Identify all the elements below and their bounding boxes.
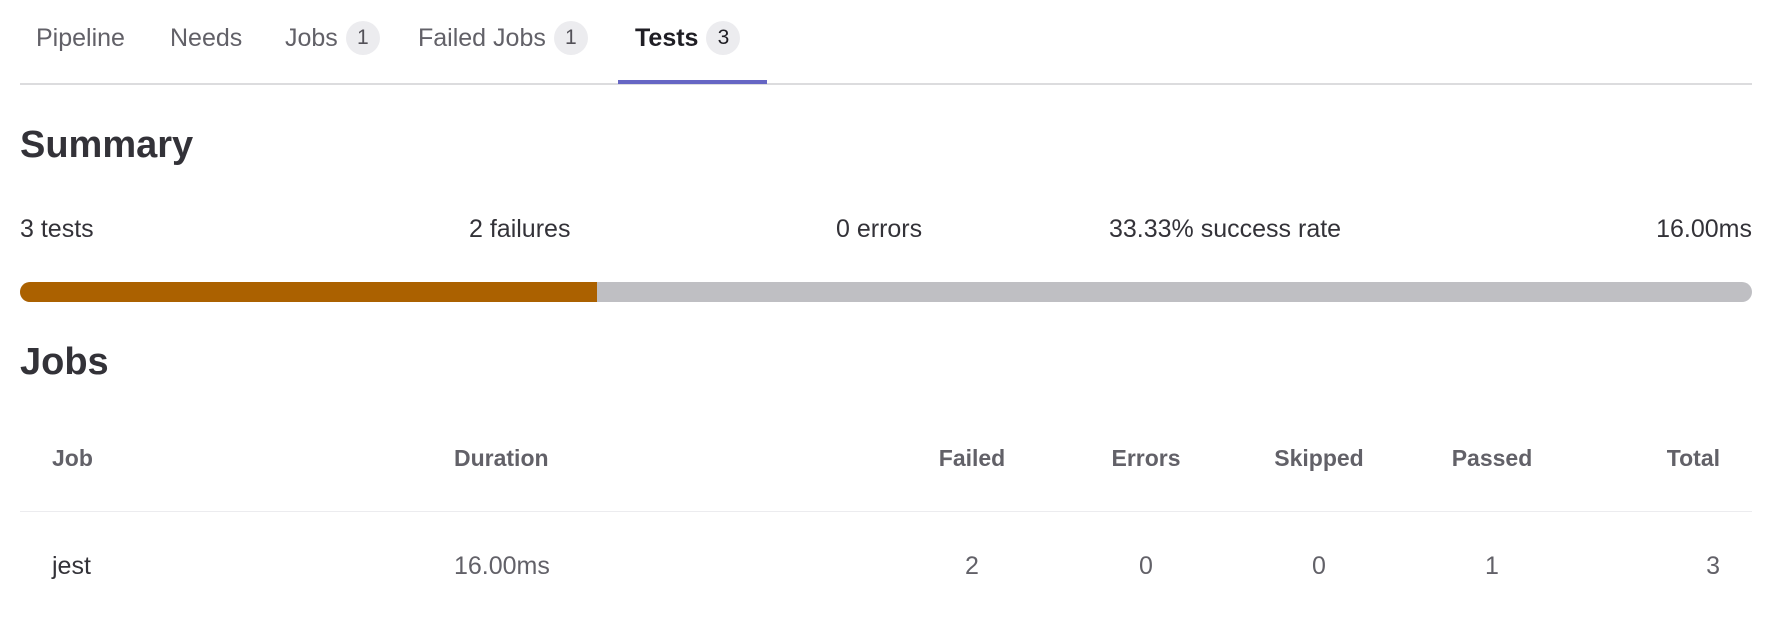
column-header-failed: Failed	[938, 445, 1006, 471]
tab-label: Tests	[635, 23, 699, 52]
column-header-duration: Duration	[454, 445, 549, 471]
tabs-divider	[20, 83, 1752, 85]
table-divider	[20, 511, 1752, 512]
job-skipped: 0	[1312, 552, 1326, 580]
failures-count: 2 failures	[469, 215, 571, 243]
count-badge: 1	[553, 21, 588, 55]
tab-jobs[interactable]: Jobs 1	[285, 16, 380, 60]
tab-pipeline[interactable]: Pipeline	[36, 16, 125, 60]
column-header-errors: Errors	[1111, 445, 1181, 471]
tab-label: Jobs	[285, 23, 338, 52]
column-header-passed: Passed	[1451, 445, 1533, 471]
job-duration: 16.00ms	[454, 552, 550, 580]
job-failed: 2	[965, 552, 979, 580]
column-header-total: Total	[1666, 445, 1720, 471]
total-duration: 16.00ms	[1656, 215, 1752, 243]
column-header-skipped: Skipped	[1274, 445, 1364, 471]
jobs-heading: Jobs	[20, 341, 109, 383]
total-tests: 3 tests	[20, 215, 94, 243]
count-badge: 3	[706, 21, 741, 55]
job-errors: 0	[1139, 552, 1153, 580]
errors-count: 0 errors	[836, 215, 923, 243]
tab-failed-jobs[interactable]: Failed Jobs 1	[418, 16, 588, 60]
success-progress-bar	[20, 282, 1752, 302]
tab-label: Failed Jobs	[418, 23, 546, 52]
tab-label: Needs	[170, 23, 243, 52]
tab-tests[interactable]: Tests 3	[635, 16, 741, 60]
job-total: 3	[1706, 552, 1720, 580]
tab-label: Pipeline	[36, 23, 125, 52]
job-name[interactable]: jest	[52, 552, 91, 580]
tab-needs[interactable]: Needs	[170, 16, 242, 60]
success-progress-fill	[20, 282, 598, 302]
summary-heading: Summary	[20, 124, 194, 166]
job-passed: 1	[1485, 552, 1499, 580]
count-badge: 1	[345, 21, 380, 55]
column-header-job: Job	[52, 445, 93, 471]
active-tab-indicator	[618, 80, 767, 84]
success-rate: 33.33% success rate	[1109, 215, 1342, 243]
